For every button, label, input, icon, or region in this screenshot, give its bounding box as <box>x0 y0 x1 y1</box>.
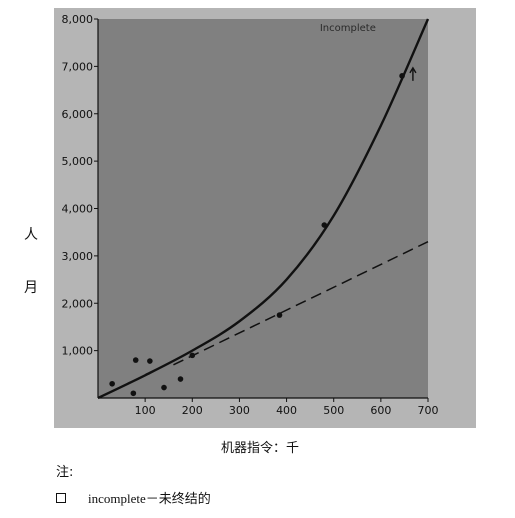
checkbox-icon <box>56 492 66 503</box>
y-tick-label: 2,000 <box>62 297 94 310</box>
y-tick-label: 1,000 <box>62 345 94 358</box>
data-point <box>189 352 196 359</box>
x-tick-label: 100 <box>135 404 156 417</box>
y-tick-label: 3,000 <box>62 250 94 263</box>
y-tick-label: 4,000 <box>62 203 94 216</box>
x-tick-label: 300 <box>229 404 250 417</box>
data-point <box>147 358 153 364</box>
y-tick-label: 6,000 <box>62 108 94 121</box>
y-tick-label: 8,000 <box>62 13 94 26</box>
x-tick-label: 600 <box>370 404 391 417</box>
ylabel-char-1: 人 <box>24 227 38 243</box>
data-point <box>177 376 184 382</box>
arrow-up-head <box>409 66 417 74</box>
x-tick-label: 200 <box>182 404 203 417</box>
data-point <box>161 384 167 391</box>
data-point <box>132 357 139 363</box>
note-text: incomplete－未终结的 <box>88 491 211 506</box>
dashed-trend-line <box>173 240 429 366</box>
data-point <box>109 380 115 387</box>
data-point <box>130 390 137 397</box>
data-point <box>321 222 328 228</box>
incomplete-annotation: Incomplete <box>320 23 376 34</box>
solid-trend-curve <box>97 18 430 400</box>
ylabel-char-2: 月 <box>24 280 38 296</box>
note-item: incomplete－未终结的 <box>56 488 211 507</box>
y-tick-label: 7,000 <box>62 60 94 73</box>
data-point <box>276 312 283 318</box>
x-tick-label: 400 <box>276 404 297 417</box>
x-tick-label: 700 <box>418 404 439 417</box>
x-axis-label: 机器指令：千 <box>220 441 299 456</box>
y-tick-label: 5,000 <box>62 155 94 168</box>
note-title: 注: <box>56 465 74 480</box>
x-tick-label: 500 <box>323 404 344 417</box>
data-point <box>399 73 405 79</box>
plot-area <box>98 19 428 398</box>
